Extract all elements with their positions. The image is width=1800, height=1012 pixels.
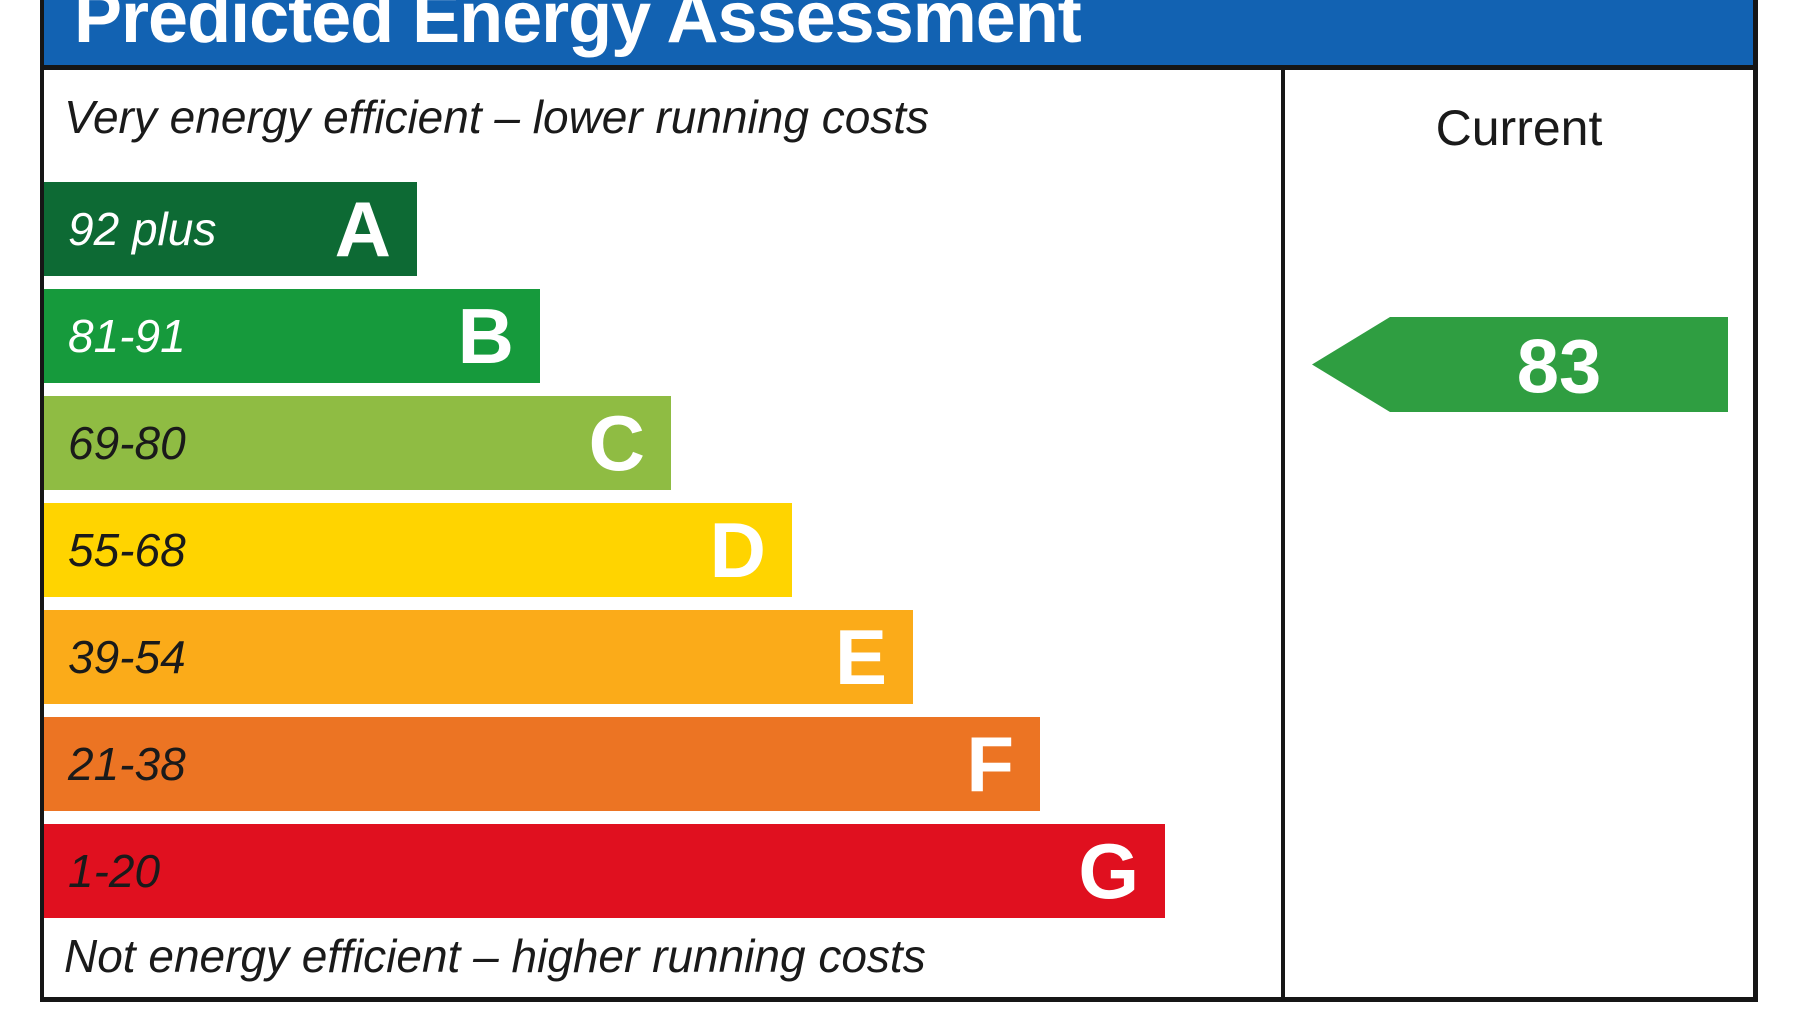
band-range-label-g: 1-20 bbox=[68, 845, 161, 897]
band-row-g: 1-20 G bbox=[44, 824, 1165, 918]
current-column-header: Current bbox=[1435, 100, 1603, 156]
band-row-e: 39-54 E bbox=[44, 610, 913, 704]
band-range-label-c: 69-80 bbox=[68, 417, 186, 469]
current-rating-arrow: 83 bbox=[1312, 317, 1728, 412]
band-range-label-f: 21-38 bbox=[68, 738, 186, 790]
frame-border-right bbox=[1753, 0, 1758, 1002]
bottom-caption: Not energy efficient – higher running co… bbox=[64, 930, 926, 982]
band-letter-c: C bbox=[588, 399, 645, 487]
chart-title: Predicted Energy Assessment bbox=[74, 0, 1082, 58]
band-letter-a: A bbox=[334, 185, 391, 273]
band-range-label-a: 92 plus bbox=[68, 203, 217, 255]
band-letter-d: D bbox=[709, 506, 766, 594]
top-caption: Very energy efficient – lower running co… bbox=[64, 91, 930, 143]
title-bar-underline bbox=[44, 65, 1753, 70]
current-rating-arrow-shape bbox=[1312, 317, 1728, 412]
band-row-c: 69-80 C bbox=[44, 396, 671, 490]
frame-border-left bbox=[40, 0, 44, 1002]
band-row-d: 55-68 D bbox=[44, 503, 792, 597]
band-letter-f: F bbox=[966, 720, 1014, 808]
band-row-a: 92 plus A bbox=[44, 182, 417, 276]
frame-border-bottom bbox=[40, 997, 1758, 1002]
current-rating-value: 83 bbox=[1517, 325, 1602, 410]
band-range-label-b: 81-91 bbox=[68, 310, 186, 362]
title-bar: Predicted Energy Assessment bbox=[44, 0, 1753, 65]
column-divider bbox=[1281, 70, 1285, 997]
band-range-label-d: 55-68 bbox=[68, 524, 186, 576]
band-letter-g: G bbox=[1078, 827, 1139, 915]
band-range-label-e: 39-54 bbox=[68, 631, 186, 683]
band-letter-e: E bbox=[834, 613, 887, 701]
band-letter-b: B bbox=[457, 292, 514, 380]
band-row-f: 21-38 F bbox=[44, 717, 1040, 811]
band-row-b: 81-91 B bbox=[44, 289, 540, 383]
